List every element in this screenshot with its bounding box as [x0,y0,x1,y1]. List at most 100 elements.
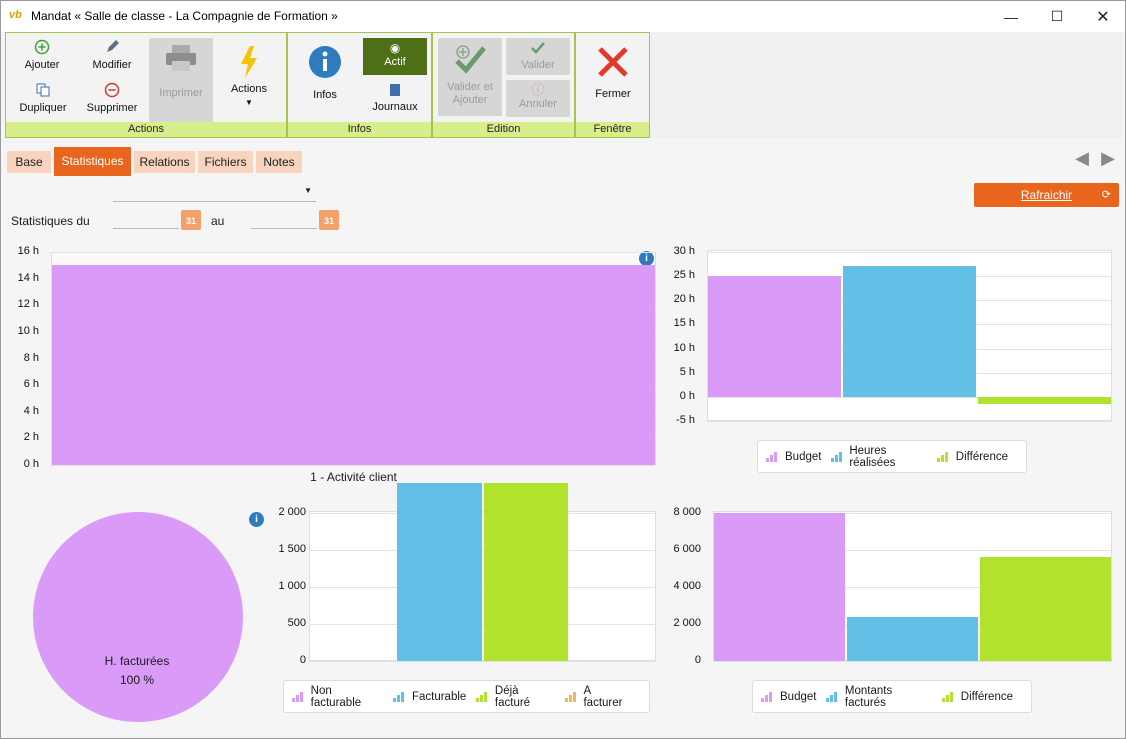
vb-app-icon: vb [9,9,22,21]
add-icon [34,39,50,55]
edition-group: Valider et Ajouter Valider ⓘ Annuler Edit… [432,32,575,138]
bar [483,483,569,661]
legend-label: Montants facturés [844,684,893,709]
valider-content: Valider [506,41,570,72]
calendar-icon[interactable]: 31 [181,210,201,230]
valider-ajouter-button[interactable] [438,38,502,116]
tab-fichiers[interactable]: Fichiers [198,151,253,173]
grid-line [309,624,656,625]
y-tick-label: -5 h [676,414,695,426]
grid-line [707,421,1112,422]
refresh-button[interactable]: Rafraichir ⟳ [974,183,1119,207]
legend-item[interactable]: Budget [766,451,821,463]
bar-chart-icon [766,451,777,462]
annuler-button[interactable] [506,80,570,117]
maximize-button[interactable]: ☐ [1050,8,1064,24]
infos-group-label: Infos [288,122,431,137]
arrow-right-icon[interactable]: ▶ [1101,148,1115,168]
edition-group-label: Edition [433,122,574,137]
legend-label: A facturer [583,684,623,709]
legend-item[interactable]: Non facturable [292,685,383,709]
legend-item[interactable]: Montants facturés [826,685,931,709]
bar [708,276,841,397]
pie-slice [33,512,243,722]
bar-chart-icon [826,691,838,702]
y-tick-label: 6 h [23,378,39,391]
legend-item[interactable]: Budget [761,691,816,703]
au-label: au [211,214,225,228]
y-tick-label: 2 h [23,431,39,444]
tab-notes[interactable]: Notes [256,151,302,173]
dupliquer-button[interactable]: Dupliquer [14,82,72,115]
bar-chart-icon [292,691,303,702]
y-tick-label: 0 [299,654,306,666]
y-tick-label: 8 000 [673,506,701,518]
close-x-icon [598,47,628,77]
fermer-button[interactable]: Fermer [581,45,645,101]
remove-icon [104,82,120,98]
calendar-icon[interactable]: 31 [319,210,339,230]
modifier-button[interactable]: Modifier [86,39,138,72]
bar-chart-icon [831,451,843,462]
chart-legend: Non facturable Facturable Déjà facturé A fa… [283,680,650,713]
tab-scroll-arrows: ◀ ▶ [1069,146,1121,171]
grid-line [713,587,1112,588]
info-icon[interactable]: i [249,512,264,527]
legend-item[interactable]: Facturable [392,690,467,703]
actif-toggle[interactable]: ◉ Actif [363,38,427,75]
arrow-left-icon[interactable]: ◀ [1075,148,1089,168]
bar-chart-icon [936,451,948,462]
legend-item[interactable]: A facturer [564,684,631,709]
info-icon[interactable]: i [639,251,654,266]
fenetre-group: Fermer Fenêtre [575,32,650,138]
grid-line [713,513,1112,514]
close-window-button[interactable]: ✕ [1096,8,1110,26]
title-bar: vb Mandat « Salle de classe - La Compagn… [1,1,1125,32]
y-tick-label: 14 h [17,271,39,284]
status-radio-icon: ◉ [389,41,401,55]
y-tick-label: 4 000 [673,580,701,592]
y-tick-label: 2 000 [673,617,701,629]
journaux-button[interactable]: Journaux [365,83,425,114]
grid-line [51,252,656,253]
y-tick-label: 15 h [673,317,695,330]
stat-type-select[interactable]: ▼ [113,184,316,202]
date-to-input[interactable] [251,211,317,229]
tab-relations[interactable]: Relations [134,151,195,173]
pie-slice-label: H. facturées 100 % [104,654,170,687]
y-tick-label: 16 h [17,245,39,257]
y-tick-label: 8 h [23,351,39,364]
date-from-input[interactable] [113,211,179,229]
legend-item[interactable]: Différence [941,691,1013,703]
infos-button[interactable]: Infos [302,45,348,102]
minimize-button[interactable]: — [1004,8,1018,25]
bar-chart-icon [476,691,488,702]
legend-item[interactable]: Déjà facturé [476,685,555,709]
bar [847,616,978,661]
y-tick-label: 1 000 [278,580,306,592]
legend-label: Facturable [411,690,467,703]
actions-dropdown-button[interactable]: Actions ▼ [221,45,277,109]
legend-label: Budget [785,450,822,463]
legend-item[interactable]: Heures réalisées [831,445,926,469]
bar [980,557,1111,661]
check-add-icon [455,45,486,74]
lightning-icon [241,46,257,78]
tab-statistiques[interactable]: Statistiques [54,147,131,176]
legend-label: Déjà facturé [494,684,531,709]
y-tick-label: 0 [694,654,701,666]
y-tick-label: 6 000 [673,543,701,555]
supprimer-button[interactable]: Supprimer [82,82,142,115]
y-tick-label: 30 h [673,245,695,257]
valider-button[interactable] [506,38,570,75]
edit-pencil-icon [107,40,119,52]
bar [396,483,482,661]
chevron-down-icon: ▼ [245,98,253,107]
ajouter-button[interactable]: Ajouter [16,39,68,72]
legend-item[interactable]: Différence [936,451,1008,463]
duplicate-icon [36,83,50,97]
tab-base[interactable]: Base [7,151,51,173]
grid-line [309,550,656,551]
check-icon [531,42,545,54]
